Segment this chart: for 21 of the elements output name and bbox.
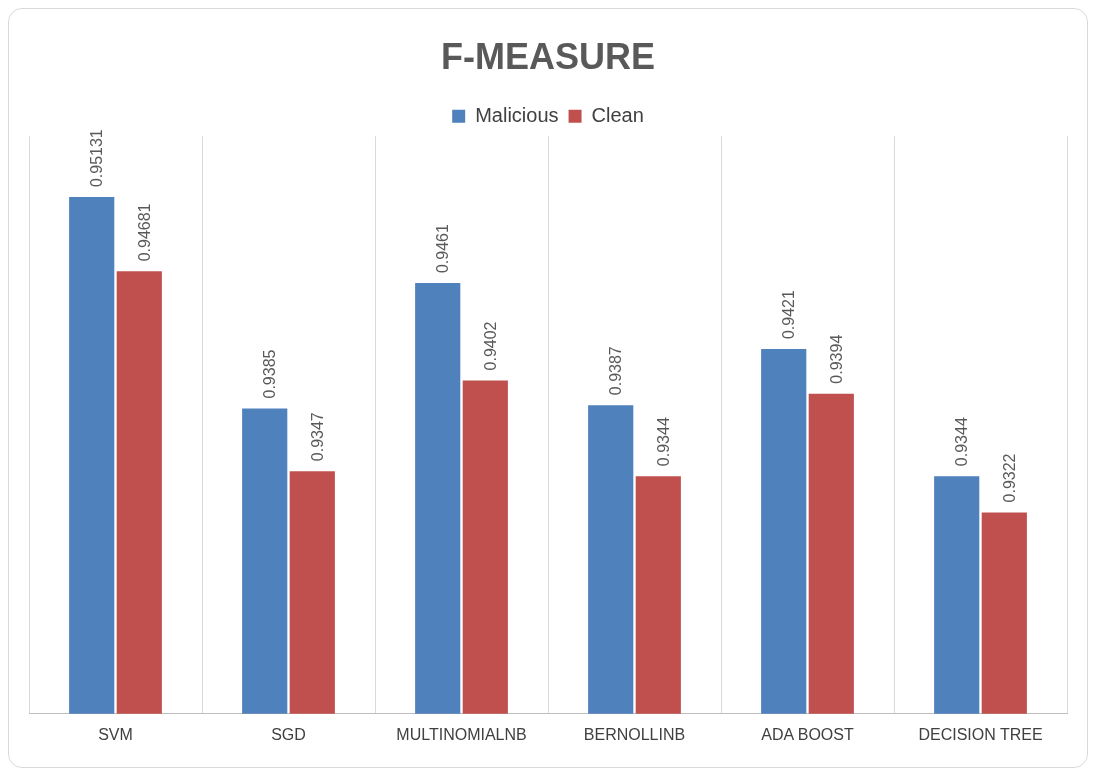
data-label: 0.9344 (953, 417, 971, 467)
data-label: 0.9387 (607, 346, 625, 396)
x-tick-label: BERNOLLINB (583, 725, 686, 743)
data-label: 0.95131 (88, 129, 106, 188)
x-tick-label: MULTINOMIALNB (396, 725, 527, 743)
legend-label: Clean (591, 103, 644, 126)
legend-label: Malicious (475, 103, 559, 126)
data-label: 0.9421 (780, 290, 798, 340)
data-label: 0.94681 (135, 203, 153, 262)
data-label: 0.9347 (308, 412, 326, 462)
data-label: 0.9461 (434, 224, 452, 274)
data-label: 0.9402 (481, 321, 499, 371)
data-label: 0.9322 (1000, 453, 1018, 503)
x-tick-label: SGD (271, 725, 306, 743)
x-tick-label: SVM (98, 725, 133, 743)
x-tick-label: ADA BOOST (761, 725, 854, 743)
data-label: 0.9385 (261, 349, 279, 399)
x-tick-label: DECISION TREE (918, 725, 1043, 743)
data-label: 0.9394 (827, 334, 845, 384)
chart-title: F-MEASURE (441, 35, 655, 77)
data-label: 0.9344 (654, 417, 672, 467)
